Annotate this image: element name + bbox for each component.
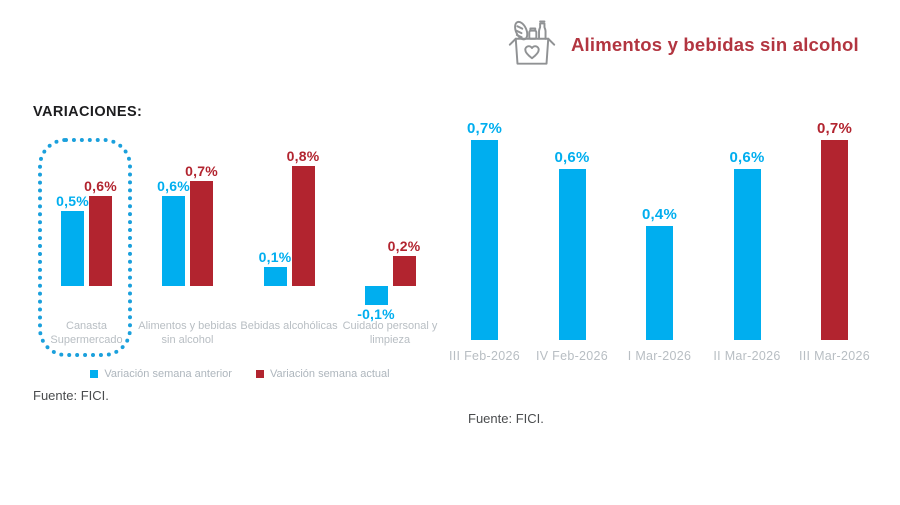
bar-weekly-variation [558,169,586,340]
bar-value-label: 0,6% [729,149,765,166]
bar-value-label: 0,5% [56,193,89,209]
bar-weekly-variation [646,226,673,340]
legend-swatch-red [255,370,264,378]
bar-value-label: 0,2% [387,238,421,254]
legend-item-semana-anterior: Variación semana anterior [90,368,232,380]
bar-weekly-variation [471,140,498,340]
legend-swatch-blue [90,370,99,378]
grocery-basket-icon [506,16,558,73]
bar-value-label: 0,6% [84,178,117,194]
bar-value-label: 0,1% [258,249,292,265]
bar-semana-actual [190,181,213,286]
category-label: I Mar-2026 [627,349,692,363]
bar-semana-actual [89,196,112,286]
category-label: Canasta Supermercado [50,320,123,347]
legend-label-anterior: Variación semana anterior [104,368,232,380]
bar-value-label: 0,7% [467,120,502,137]
page-title: Alimentos y bebidas sin alcohol [571,33,859,55]
right-chart-plot: 0,7% III Feb-2026 0,6% IV Feb-2026 0,4% I Mar… [448,120,880,375]
legend: Variación semana anterior Variación sema… [40,368,440,380]
variaciones-heading: VARIACIONES: [33,104,143,120]
bar-weekly-variation [733,169,761,340]
bar-semana-actual [291,166,315,286]
category-label: Bebidas alcohólicas [240,320,338,332]
legend-item-semana-actual: Variación semana actual [255,368,390,380]
bar-semana-anterior [61,211,84,286]
highlight-dashed-box [38,138,132,357]
bar-value-label: 0,7% [185,163,218,179]
bar-value-label: -0,1% [357,306,395,322]
bar-value-label: 0,6% [554,149,590,166]
category-label: III Feb-2026 [448,349,521,363]
category-label: IV Feb-2026 [535,349,609,363]
source-left: Fuente: FICI. [33,388,109,403]
bar-value-label: 0,4% [642,206,677,223]
bar-weekly-variation [821,140,848,340]
bar-value-label: 0,8% [286,148,320,164]
legend-label-actual: Variación semana actual [269,368,390,380]
category-label: Alimentos y bebidas sin alcohol [138,320,237,347]
bar-semana-anterior [263,267,287,286]
bar-semana-anterior [162,196,185,286]
category-label: III Mar-2026 [799,349,870,363]
left-chart-plot: 0,5% 0,6% Canasta Supermercado 0,6% 0,7% Alim… [38,135,440,385]
bar-value-label: 0,7% [817,120,852,137]
source-right: Fuente: FICI. [468,411,544,426]
bar-semana-actual [392,256,416,286]
category-label: Cuidado personal y limpieza [342,320,438,347]
category-label: II Mar-2026 [713,349,781,363]
bar-semana-anterior [364,286,388,305]
bar-value-label: 0,6% [157,178,190,194]
header: Alimentos y bebidas sin alcohol [506,16,859,73]
